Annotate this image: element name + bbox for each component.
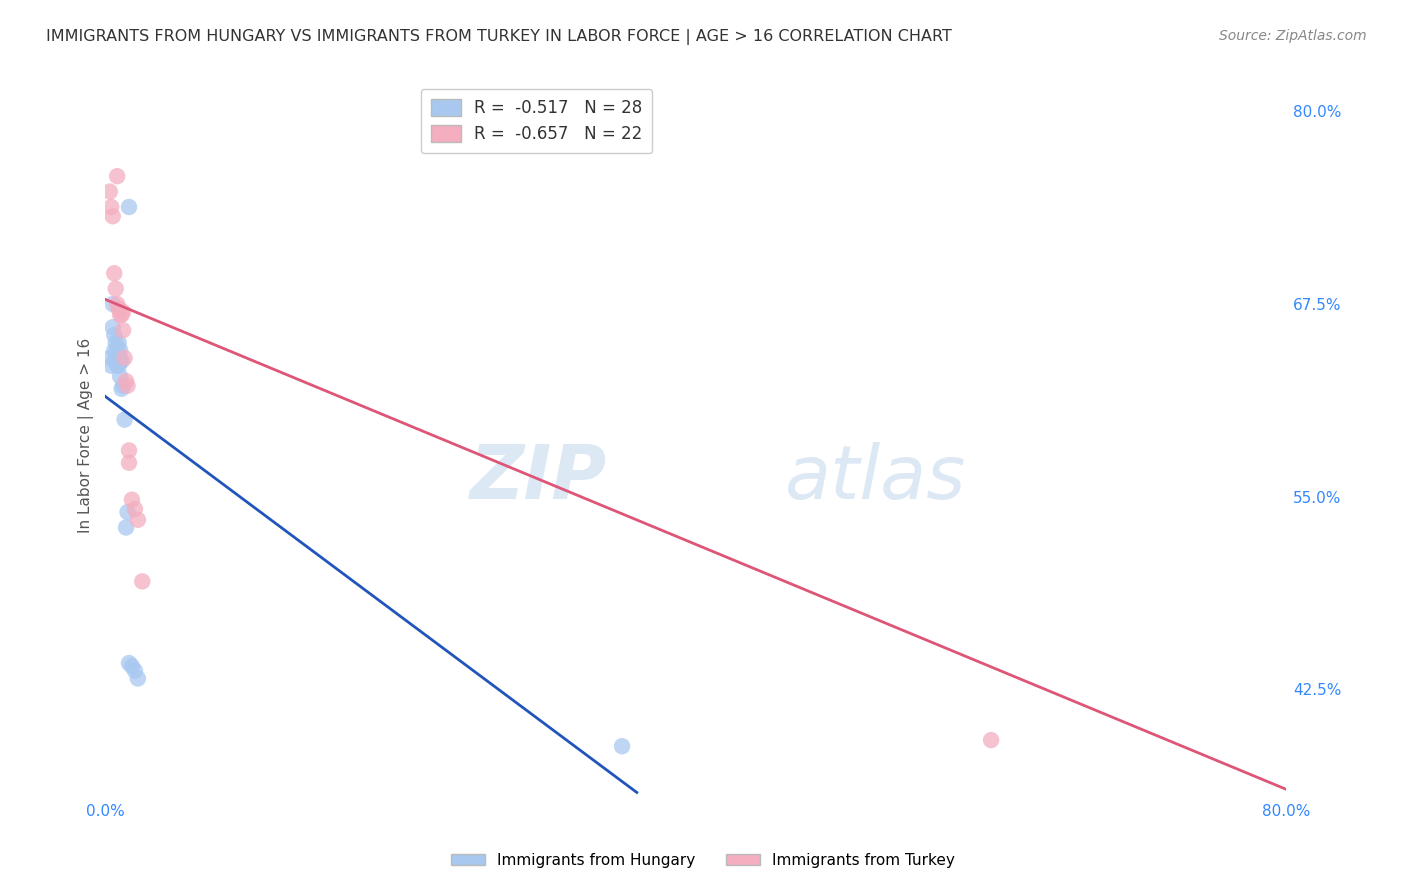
Text: IMMIGRANTS FROM HUNGARY VS IMMIGRANTS FROM TURKEY IN LABOR FORCE | AGE > 16 CORR: IMMIGRANTS FROM HUNGARY VS IMMIGRANTS FR… (46, 29, 952, 45)
Point (108, 343, 131, 358)
Y-axis label: In Labor Force | Age > 16: In Labor Force | Age > 16 (79, 337, 94, 533)
Point (121, 492, 143, 507)
Point (101, 209, 124, 223)
Point (118, 443, 141, 458)
Point (114, 351, 136, 365)
Point (104, 282, 127, 296)
Point (117, 505, 139, 519)
Point (101, 320, 124, 334)
Text: ZIP: ZIP (470, 442, 607, 515)
Point (115, 520, 138, 534)
Point (127, 513, 149, 527)
Point (103, 327, 125, 342)
Point (117, 378, 139, 392)
Point (100, 359, 122, 373)
Point (610, 739, 633, 754)
Text: atlas: atlas (785, 442, 966, 515)
Point (112, 323, 135, 337)
Point (107, 351, 129, 365)
Point (124, 502, 146, 516)
Legend: Immigrants from Hungary, Immigrants from Turkey: Immigrants from Hungary, Immigrants from… (446, 847, 960, 873)
Point (114, 412, 136, 426)
Point (98, 185, 121, 199)
Point (111, 354, 134, 368)
Point (112, 378, 135, 392)
Point (111, 382, 134, 396)
Point (103, 343, 125, 358)
Point (118, 656, 141, 670)
Point (98, 351, 121, 365)
Point (118, 200, 141, 214)
Point (124, 664, 146, 678)
Point (115, 374, 138, 388)
Point (105, 297, 128, 311)
Point (127, 672, 149, 686)
Point (121, 659, 143, 673)
Point (100, 200, 122, 214)
Point (104, 335, 127, 350)
Point (105, 359, 128, 373)
Point (108, 369, 131, 384)
Point (107, 301, 129, 316)
Point (107, 359, 129, 373)
Point (112, 305, 135, 319)
Point (118, 456, 141, 470)
Legend: R =  -0.517   N = 28, R =  -0.657   N = 22: R = -0.517 N = 28, R = -0.657 N = 22 (420, 88, 652, 153)
Point (108, 354, 131, 368)
Point (107, 335, 129, 350)
Text: Source: ZipAtlas.com: Source: ZipAtlas.com (1219, 29, 1367, 43)
Point (103, 266, 125, 280)
Point (108, 308, 131, 322)
Point (101, 297, 124, 311)
Point (111, 308, 134, 322)
Point (105, 169, 128, 184)
Point (104, 351, 127, 365)
Point (131, 574, 153, 589)
Point (105, 343, 128, 358)
Point (980, 733, 1002, 747)
